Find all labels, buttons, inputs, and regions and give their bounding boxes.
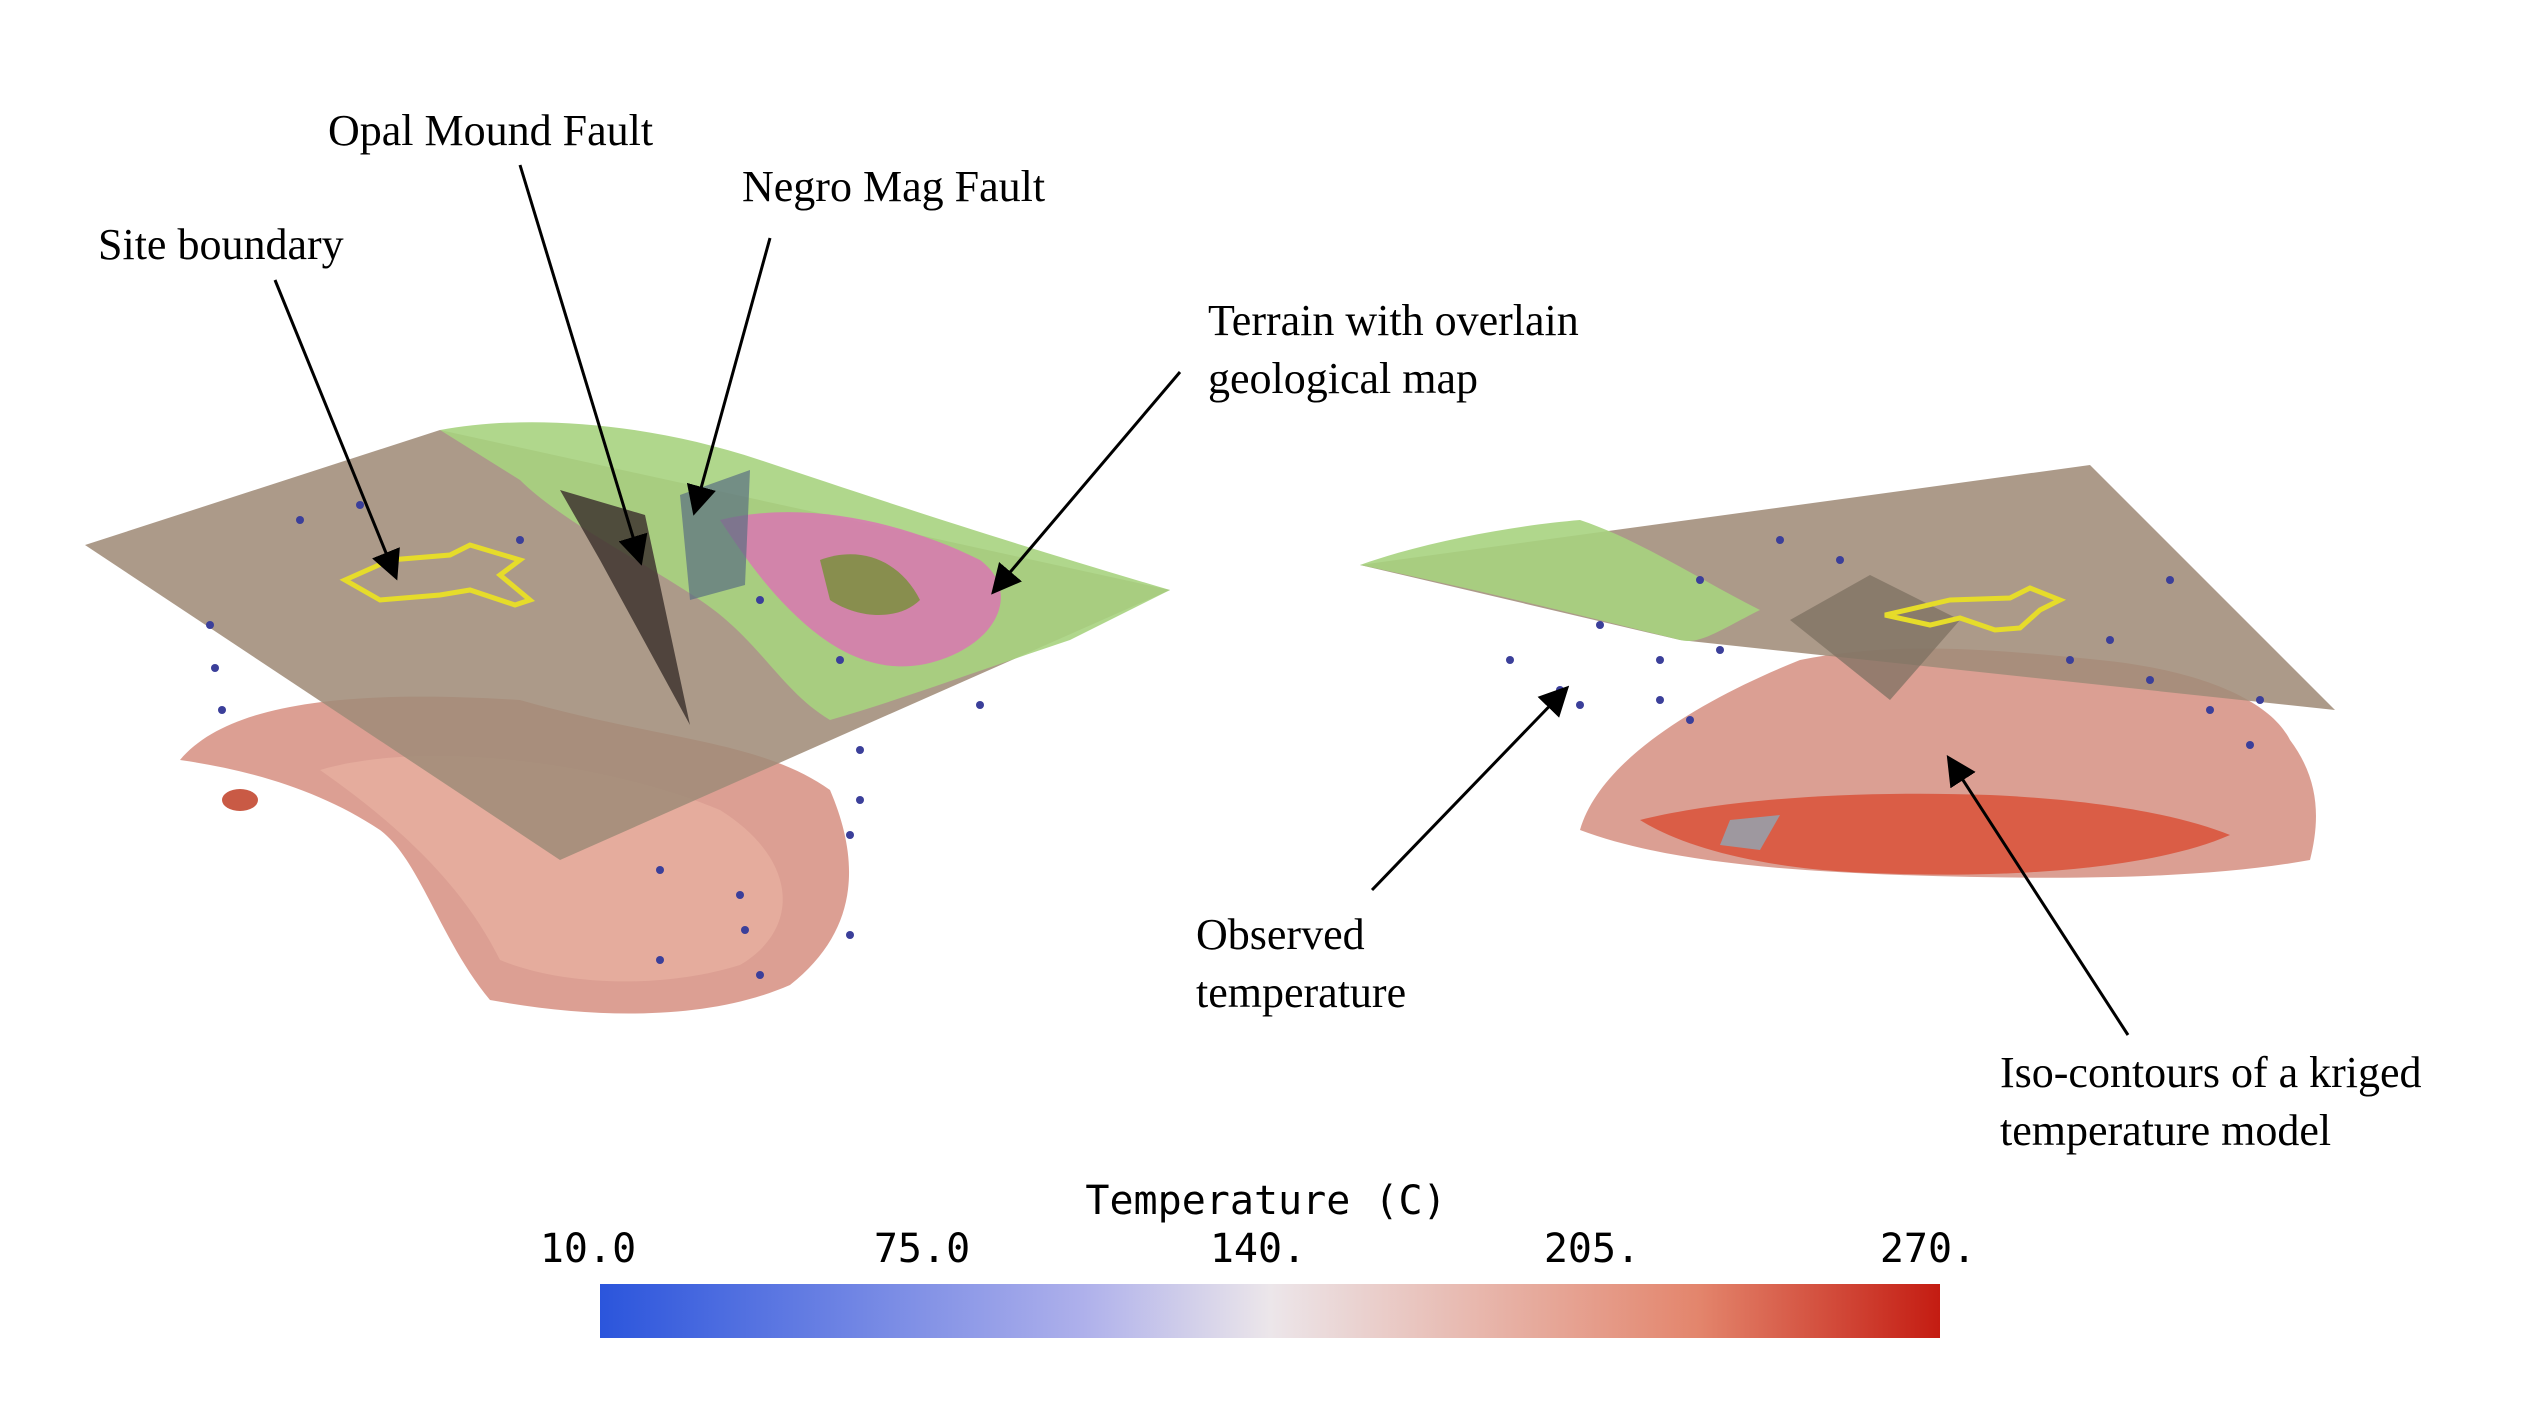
label-terrain: Terrain with overlain geological map (1208, 296, 1579, 403)
right-isosurface-core (1640, 793, 2230, 875)
label-site-boundary: Site boundary (98, 220, 344, 269)
right-view (1360, 465, 2335, 878)
temperature-colorbar (600, 1284, 1940, 1338)
label-observed-temperature: Observed temperature (1196, 910, 1407, 1017)
right-lower-fault-plane (1720, 815, 1780, 850)
colorbar-tick: 205. (1543, 1226, 1641, 1272)
left-site-boundary (339, 542, 536, 608)
colorbar-title: Temperature (C) (1085, 1178, 1447, 1224)
arrow-site-boundary (273, 279, 400, 581)
arrow-opal-mound-fault (518, 164, 648, 566)
label-opal-mound-fault: Opal Mound Fault (328, 106, 654, 155)
left-geologic-map-olive (820, 554, 920, 615)
right-terrain (1360, 465, 2335, 710)
arrow-negro-mag-fault (686, 237, 772, 516)
right-site-boundary (1884, 585, 2067, 633)
colorbar-tick: 270. (1879, 1226, 1977, 1272)
arrow-observed-temperature (1370, 685, 1570, 892)
right-geologic-map (1360, 520, 1760, 641)
colorbar-tick: 140. (1209, 1226, 1307, 1272)
left-view (85, 422, 1170, 1014)
left-observed-temperature-points (206, 501, 984, 979)
right-observed-temperature-points (1506, 536, 2264, 749)
arrow-terrain (991, 371, 1182, 595)
colorbar-tick: 10.0 (539, 1226, 637, 1272)
arrow-iso-contours (1946, 754, 2130, 1036)
label-iso-contours: Iso-contours of a kriged temperature mod… (2000, 1048, 2422, 1155)
colorbar-tick: 75.0 (873, 1226, 971, 1272)
left-isosurface-blob (222, 789, 258, 811)
leader-arrows (273, 164, 2130, 1036)
label-negro-mag-fault: Negro Mag Fault (742, 162, 1046, 211)
